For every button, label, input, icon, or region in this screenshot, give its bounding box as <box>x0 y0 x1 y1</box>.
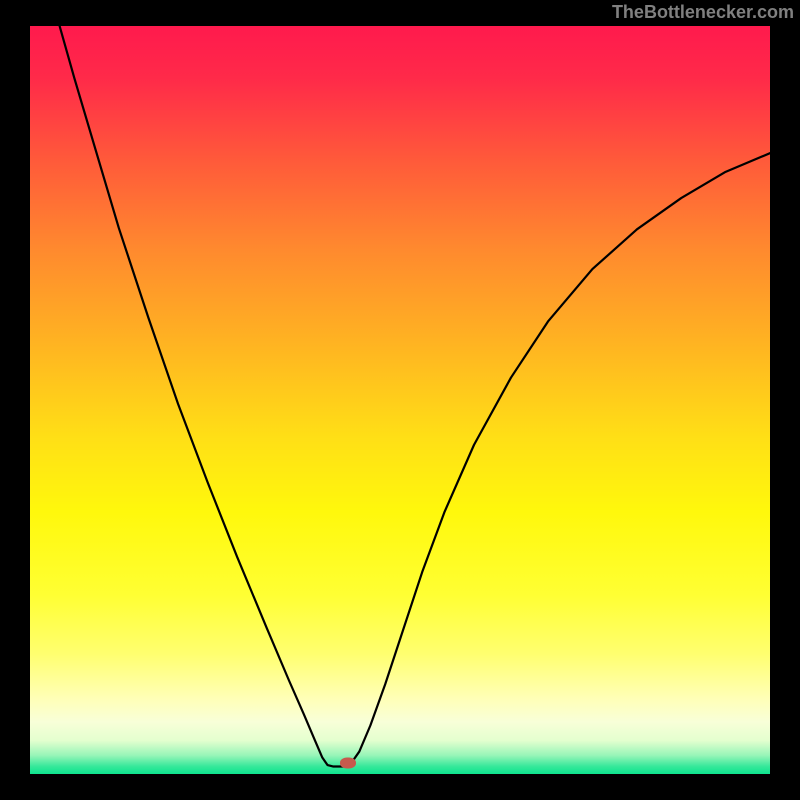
curve-svg <box>30 26 770 774</box>
watermark-text: TheBottlenecker.com <box>612 2 794 23</box>
optimum-marker <box>340 757 356 768</box>
plot-area <box>30 26 770 774</box>
bottleneck-curve <box>60 26 770 767</box>
chart-container: TheBottlenecker.com <box>0 0 800 800</box>
